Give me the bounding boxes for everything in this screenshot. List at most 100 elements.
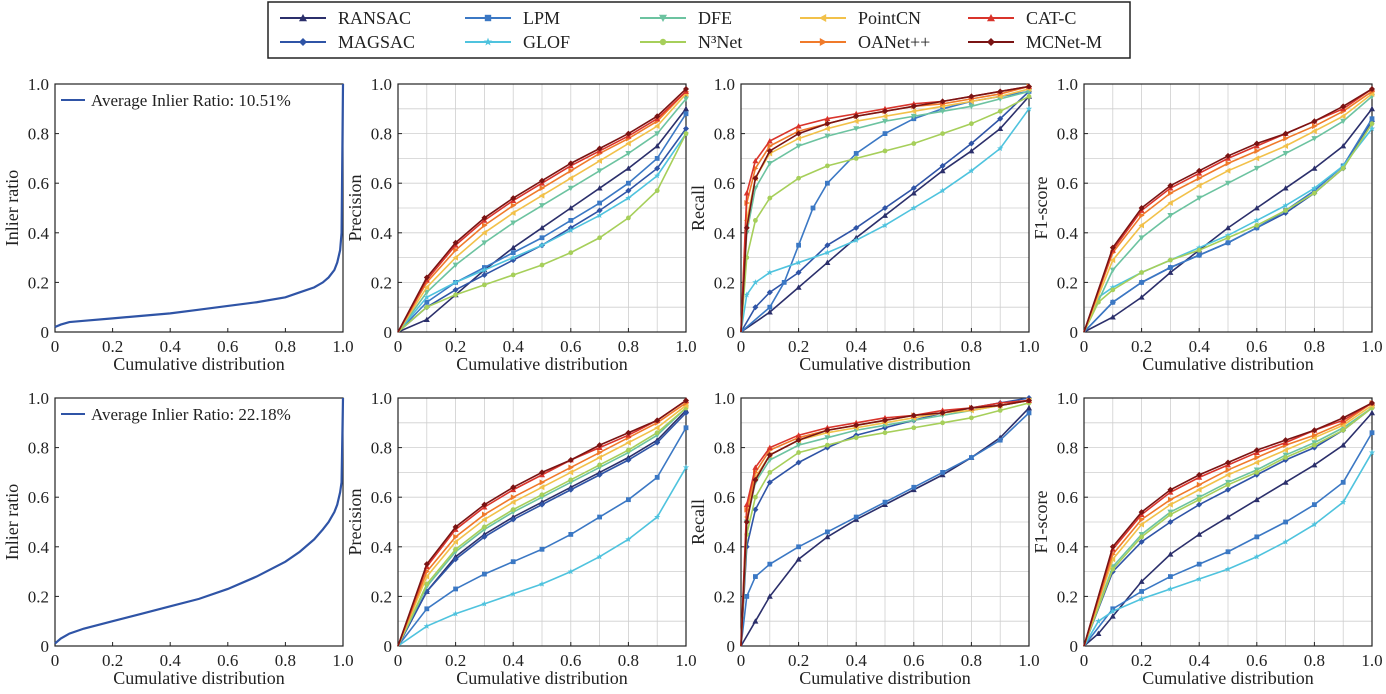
data-point [1225, 459, 1231, 466]
series-line [740, 90, 1030, 333]
data-point [568, 532, 574, 537]
legend-marker-8 [987, 14, 995, 22]
series-OANet++ [1083, 88, 1375, 333]
x-tick-label: 0.8 [275, 337, 296, 356]
y-tick-label: 0.4 [1057, 538, 1079, 557]
data-point [568, 218, 574, 223]
x-tick-label: 1.0 [675, 337, 696, 356]
data-point [625, 130, 632, 137]
data-point [1196, 497, 1202, 503]
x-tick-label: 0.2 [1131, 651, 1152, 670]
data-point [1109, 244, 1116, 251]
data-point [1196, 247, 1202, 253]
x-axis-label: Cumulative distribution [113, 354, 285, 374]
data-point [1026, 404, 1032, 411]
data-point [539, 492, 545, 498]
series-LPM [397, 425, 689, 647]
data-point [1254, 147, 1260, 154]
data-point [1109, 267, 1116, 273]
y-tick-label: 0.4 [28, 538, 50, 557]
data-point [1282, 447, 1288, 454]
data-point [753, 574, 758, 579]
data-point [1196, 561, 1202, 567]
data-point [1224, 565, 1232, 572]
series-MCNet-M [1083, 399, 1375, 647]
data-point [1196, 486, 1202, 493]
data-point [510, 516, 517, 523]
series-MCNet-M [740, 397, 1032, 647]
data-point [539, 177, 545, 184]
x-tick-label: 0.8 [618, 651, 639, 670]
data-point [1026, 397, 1032, 404]
data-point [1167, 501, 1173, 508]
data-point [1283, 519, 1288, 525]
y-tick-label: 0 [727, 637, 736, 656]
panel-2-4: 0 0.2 0.4 0.6 0.8 1.0 0 0.2 0.4 0.6 0.8 1.0 Cumulati… [1031, 389, 1383, 688]
data-point [1196, 531, 1203, 537]
data-point [482, 571, 487, 577]
x-tick-label: 0.4 [846, 651, 868, 670]
data-point [1139, 534, 1144, 540]
data-point [510, 499, 516, 506]
y-tick-label: 0.8 [714, 439, 735, 458]
data-point [752, 476, 759, 483]
legend-label-6: PointCN [858, 8, 921, 28]
x-tick-label: 0.4 [503, 337, 525, 356]
data-point [625, 140, 631, 147]
data-point [753, 494, 758, 500]
data-point [481, 516, 487, 523]
x-tick-label: 0.2 [788, 337, 809, 356]
x-tick-label: 0.4 [503, 651, 525, 670]
legend-marker-3 [483, 37, 493, 46]
data-point [1253, 496, 1260, 503]
data-point [1369, 409, 1375, 416]
y-tick-label: 0.4 [28, 224, 50, 243]
data-point [1253, 165, 1260, 172]
y-tick-label: 0.2 [371, 273, 392, 292]
data-point [1196, 575, 1203, 582]
panel-2-1: 0 0.2 0.4 0.6 0.8 1.0 0 0.2 0.4 0.6 0.8 1.0 Cumulati… [2, 389, 354, 688]
series-line [1083, 128, 1373, 333]
data-point [1311, 118, 1318, 125]
data-point [824, 133, 831, 140]
data-point [911, 141, 917, 146]
annotation-text: Average Inlier Ratio: 10.51% [91, 91, 291, 110]
x-tick-label: 0.8 [1304, 337, 1325, 356]
y-tick-label: 0.4 [1057, 224, 1079, 243]
data-point [1139, 589, 1144, 594]
data-point [596, 157, 602, 164]
data-point [752, 175, 759, 182]
data-point [743, 190, 750, 196]
data-point [968, 103, 975, 110]
data-point [766, 269, 773, 276]
data-point [596, 442, 603, 449]
data-point [482, 511, 488, 518]
y-axis-label: F1-score [1031, 490, 1051, 553]
data-point [767, 143, 773, 149]
legend-marker-0 [299, 14, 307, 22]
data-point [1253, 155, 1260, 162]
y-tick-label: 0.8 [371, 125, 392, 144]
legend-marker-5 [659, 38, 667, 46]
data-point [1312, 190, 1317, 196]
data-point [481, 240, 488, 246]
data-point [654, 131, 661, 137]
data-point [510, 254, 517, 261]
data-point [795, 269, 802, 276]
series-LPM [740, 89, 1032, 333]
data-point [1225, 152, 1231, 159]
data-point [796, 175, 801, 181]
y-axis-label: Inlier ratio [2, 484, 22, 560]
y-tick-label: 0 [41, 637, 50, 656]
data-point [968, 147, 975, 154]
data-point [795, 432, 802, 438]
data-point [510, 244, 517, 251]
data-point [597, 200, 602, 206]
data-point [910, 113, 917, 120]
x-axis-label: Cumulative distribution [1142, 668, 1314, 688]
panel-2-2: 0 0.2 0.4 0.6 0.8 1.0 0 0.2 0.4 0.6 0.8 1.0 Cumulati… [345, 389, 697, 688]
data-point [1138, 235, 1145, 241]
x-tick-label: 0.6 [217, 337, 238, 356]
data-point [424, 581, 430, 587]
y-tick-label: 1.0 [714, 389, 735, 408]
